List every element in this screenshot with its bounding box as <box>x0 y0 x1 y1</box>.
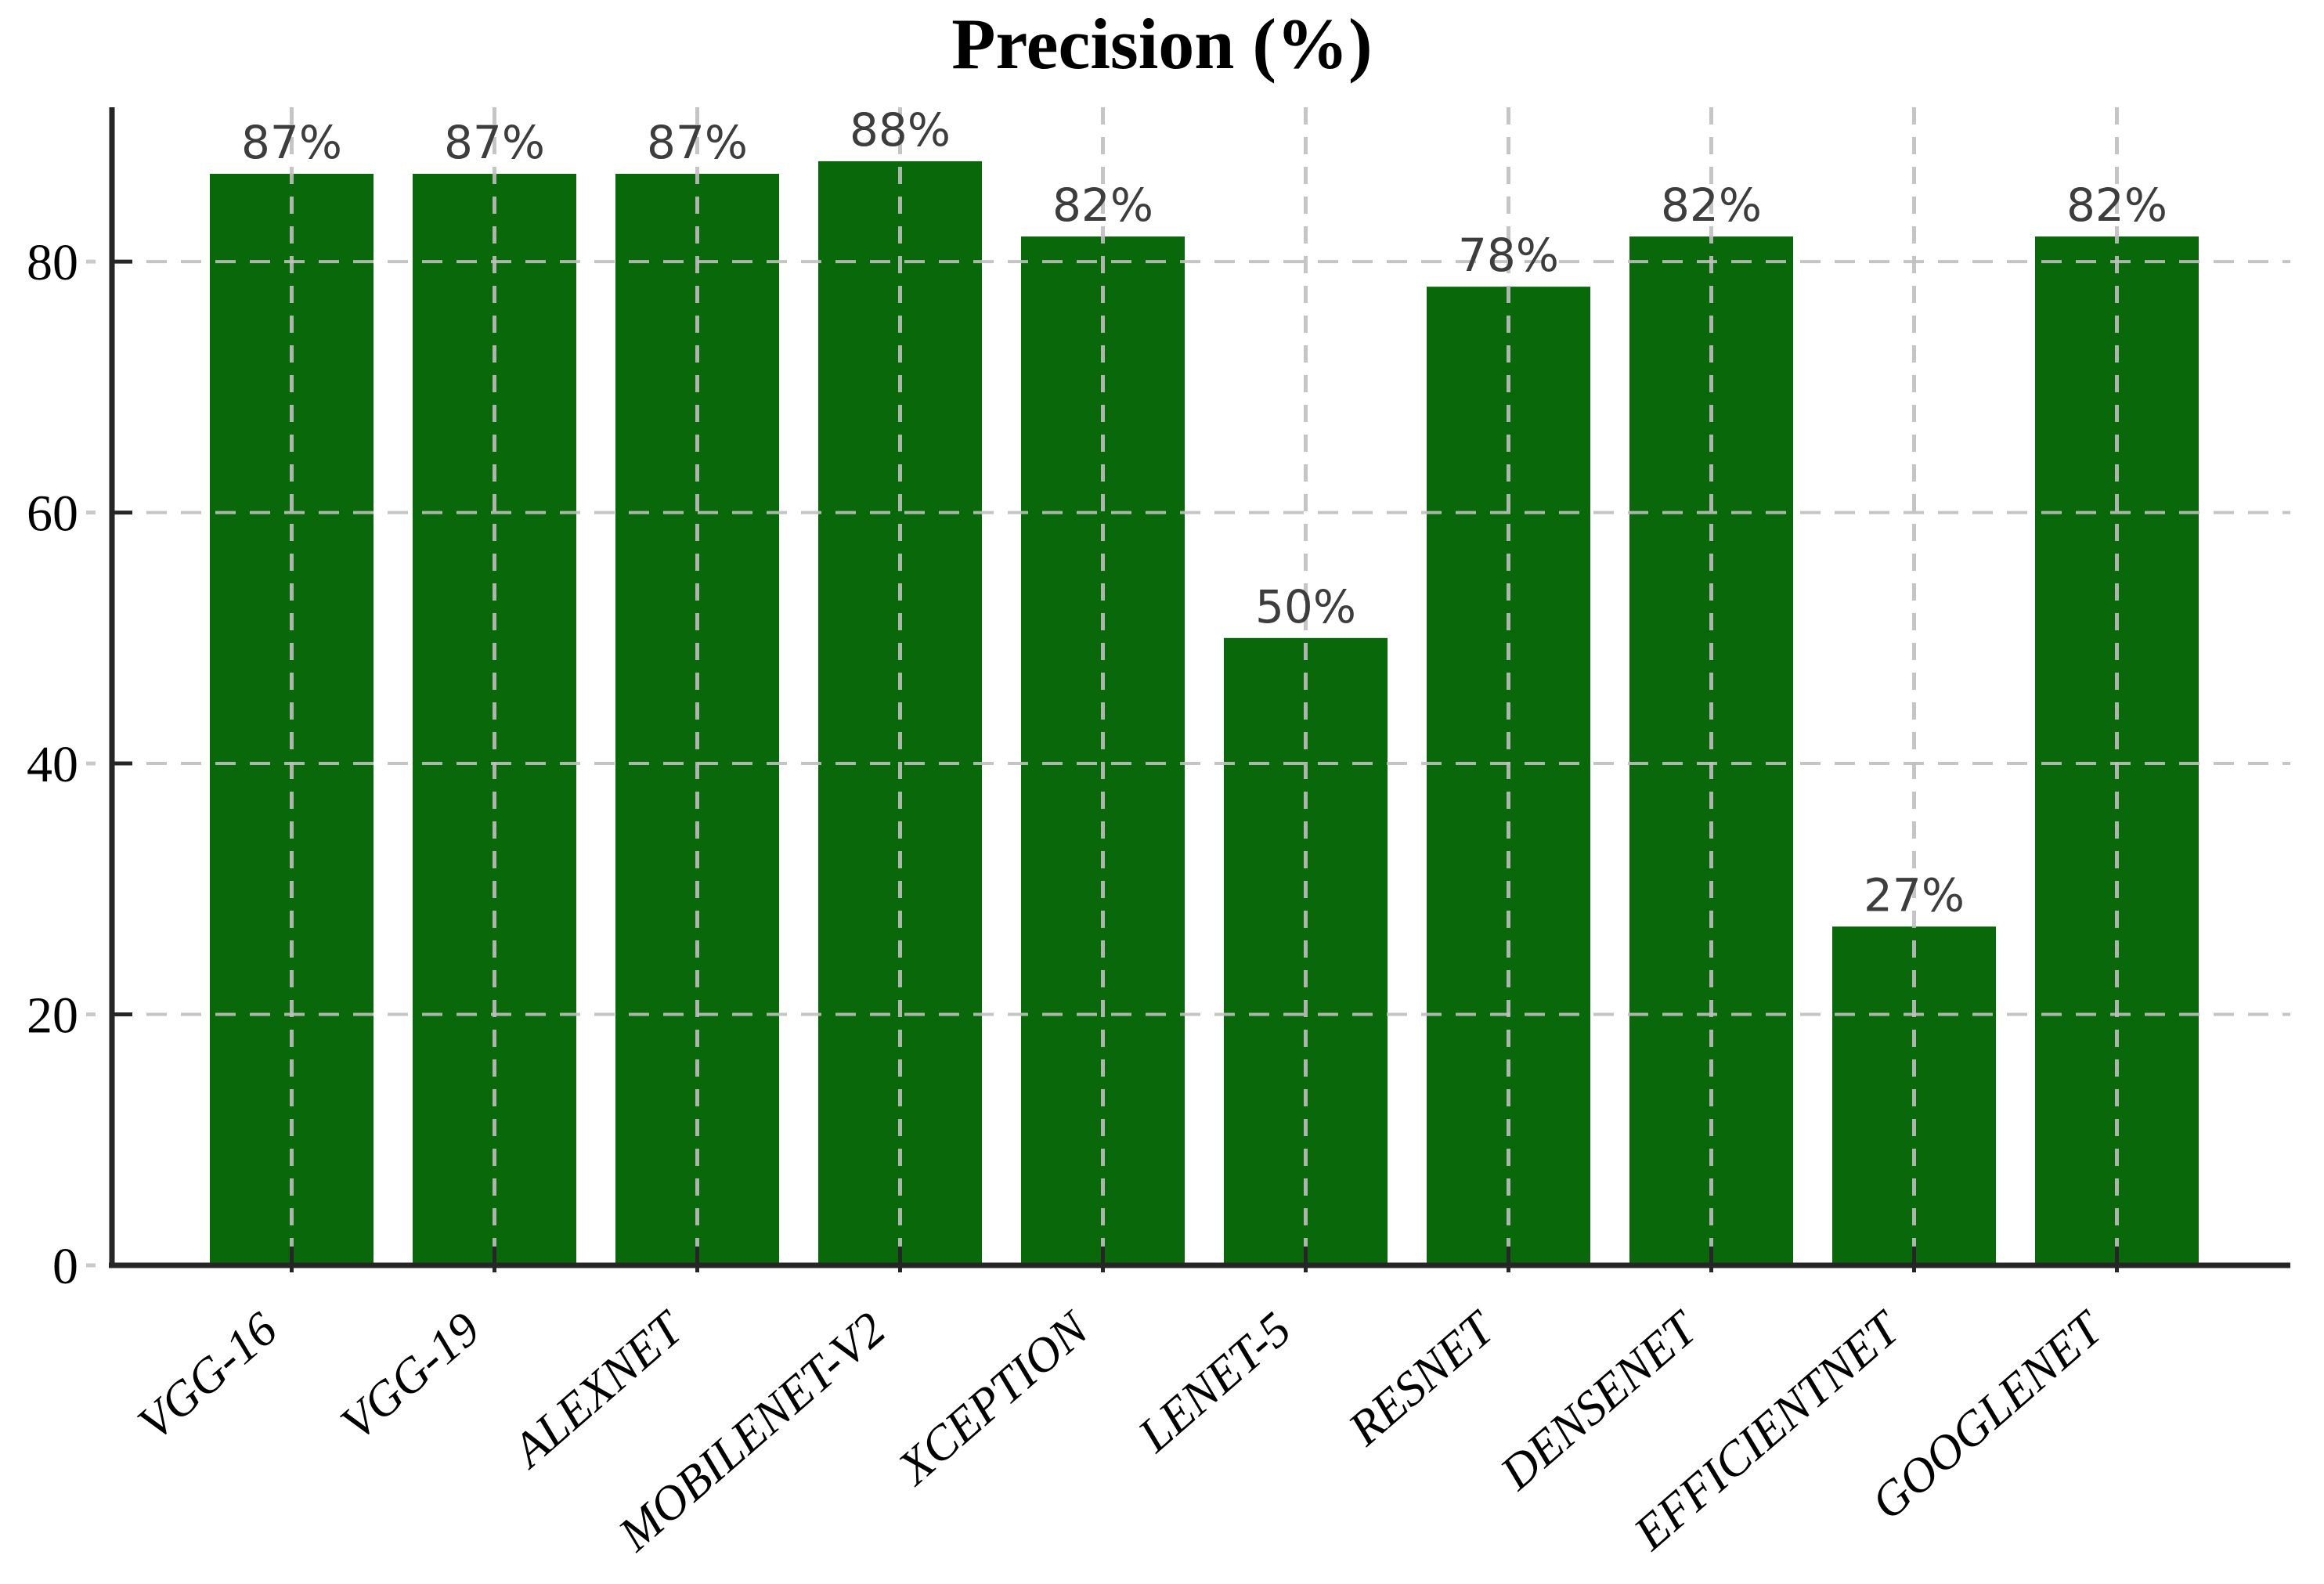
value-label-mobilenet-v2: 88% <box>850 103 951 157</box>
value-label-vgg-19: 87% <box>444 116 545 169</box>
y-tick-label-0: 0 <box>52 1238 78 1295</box>
chart-title: Precision (%) <box>951 4 1373 84</box>
value-label-vgg-16: 87% <box>241 116 342 169</box>
y-tick-label-20: 20 <box>27 987 78 1045</box>
x-tick-label-resnet: RESNET <box>1338 1300 1507 1456</box>
y-tick-label-40: 40 <box>27 736 78 793</box>
x-tick-label-lenet-5: LENET-5 <box>1128 1302 1301 1463</box>
value-label-efficientnet: 27% <box>1864 868 1965 922</box>
x-tick-label-xception: XCEPTION <box>886 1301 1100 1496</box>
value-label-lenet-5: 50% <box>1255 580 1356 633</box>
x-tick-label-vgg-19: VGG-19 <box>331 1302 490 1450</box>
value-label-googlenet: 82% <box>2066 179 2167 232</box>
y-tick-label-60: 60 <box>27 485 78 543</box>
value-label-alexnet: 87% <box>647 116 748 169</box>
y-tick-label-80: 80 <box>27 234 78 291</box>
value-label-resnet: 78% <box>1458 229 1559 282</box>
x-tick-label-densenet: DENSENET <box>1490 1300 1709 1500</box>
x-tick-label-alexnet: ALEXNET <box>500 1300 695 1479</box>
value-label-xception: 82% <box>1052 179 1153 232</box>
x-tick-label-vgg-16: VGG-16 <box>128 1302 287 1450</box>
value-label-densenet: 82% <box>1661 179 1762 232</box>
